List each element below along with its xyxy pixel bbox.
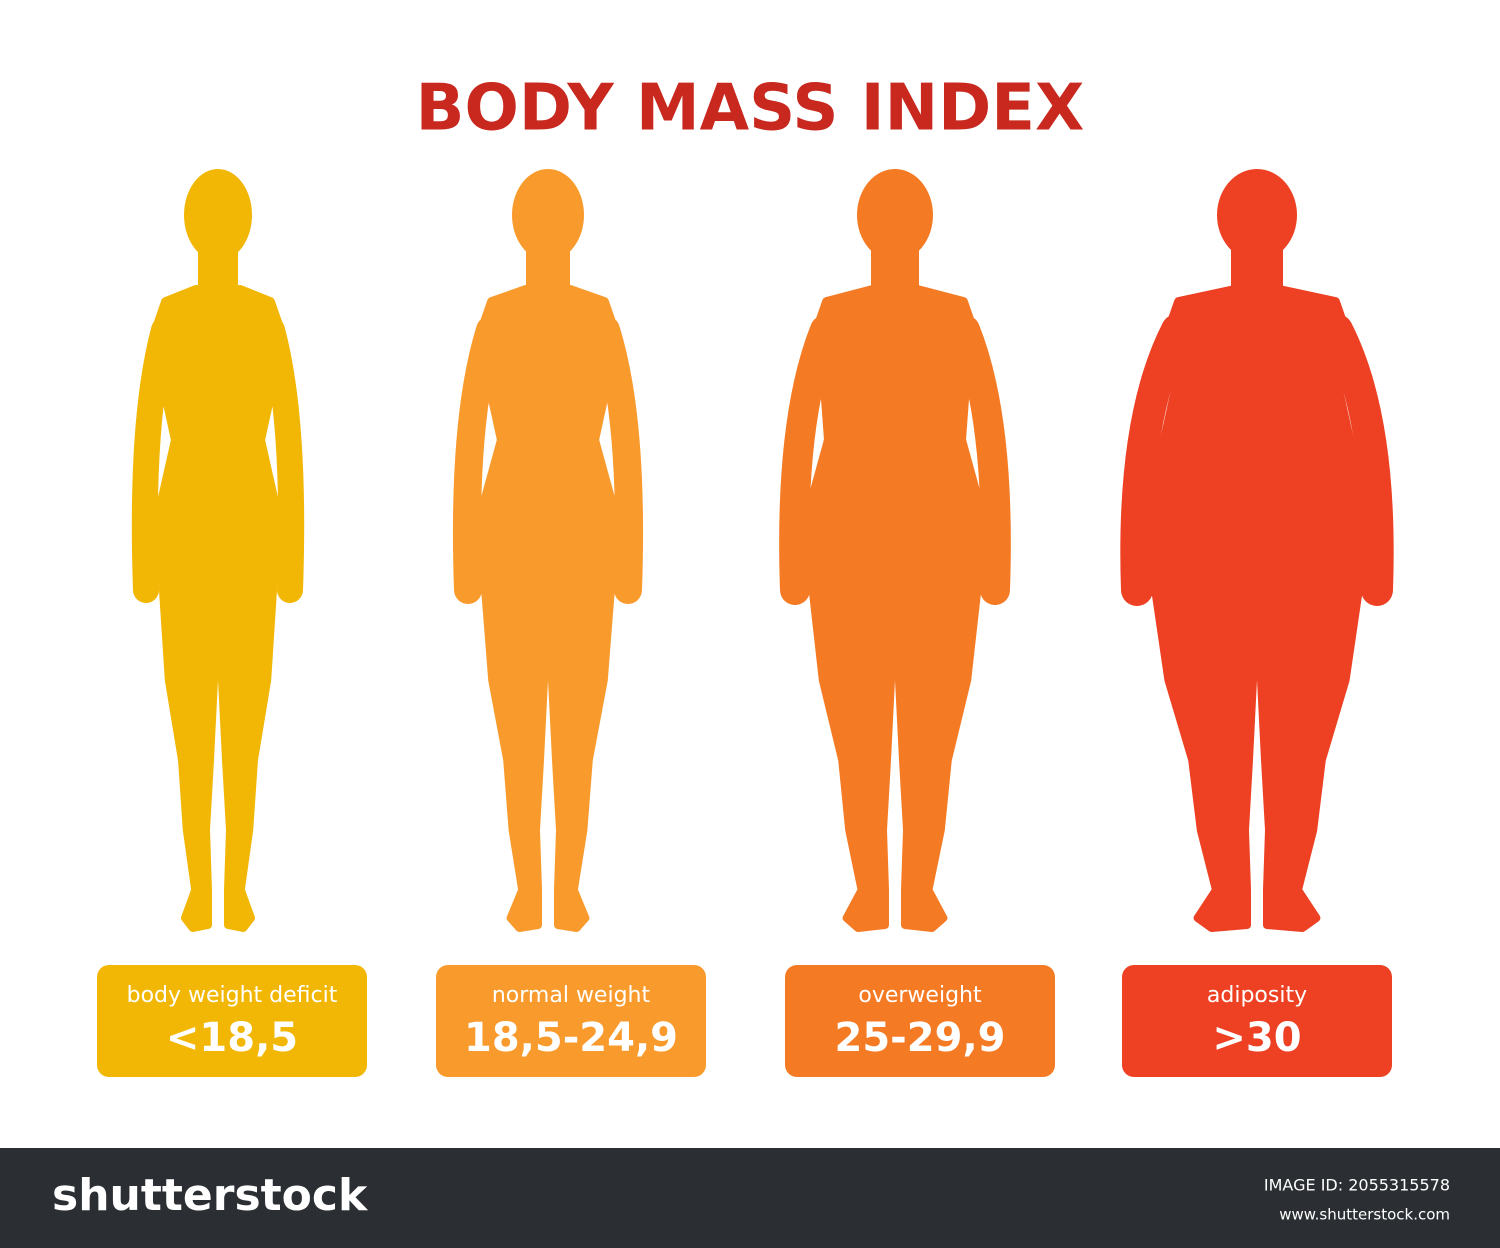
figure-head <box>184 169 252 261</box>
category-range: >30 <box>1212 1015 1301 1061</box>
figure-arm <box>259 317 305 603</box>
figure-leg <box>1149 556 1259 932</box>
category-box <box>436 965 706 1077</box>
figure-leg <box>807 556 897 932</box>
figure-head <box>1217 169 1297 261</box>
footer-brand: shutterstock <box>52 1170 369 1221</box>
figure-arm <box>1120 314 1193 606</box>
figure-arm <box>131 317 177 603</box>
figure-head <box>512 169 584 261</box>
category-label: body weight deficit <box>127 983 338 1008</box>
category-label: normal weight <box>492 983 651 1008</box>
figure-arm <box>1321 314 1394 606</box>
category-box <box>785 965 1055 1077</box>
title: BODY MASS INDEX <box>416 72 1085 146</box>
figure-leg <box>480 556 550 932</box>
category-range: <18,5 <box>166 1015 298 1061</box>
figure-leg <box>546 556 616 932</box>
figure-leg <box>893 556 983 932</box>
figure-arm <box>592 316 644 604</box>
figure-leg <box>1255 556 1365 932</box>
category-box <box>97 965 367 1077</box>
figure: normal weight 18,5-24,9 <box>436 169 706 1077</box>
category-label: overweight <box>858 983 982 1008</box>
figure: body weight deficit <18,5 <box>97 169 367 1077</box>
footer-site: www.shutterstock.com <box>1279 1206 1450 1224</box>
figure-arm <box>779 315 840 605</box>
figures: body weight deficit <18,5 normal weight 18,… <box>97 169 1394 1077</box>
figure-leg <box>158 556 220 932</box>
category-range: 25-29,9 <box>835 1015 1006 1061</box>
footer-bar <box>0 1148 1500 1248</box>
figure-arm <box>950 315 1011 605</box>
category-label: adiposity <box>1207 983 1307 1008</box>
category-box <box>1122 965 1392 1077</box>
category-range: 18,5-24,9 <box>464 1015 678 1061</box>
footer-image-id: IMAGE ID: 2055315578 <box>1264 1176 1450 1195</box>
figure-leg <box>216 556 278 932</box>
figure-arm <box>452 316 504 604</box>
figure: overweight 25-29,9 <box>779 169 1055 1077</box>
figure-head <box>857 169 933 261</box>
figure: adiposity >30 <box>1120 169 1394 1077</box>
